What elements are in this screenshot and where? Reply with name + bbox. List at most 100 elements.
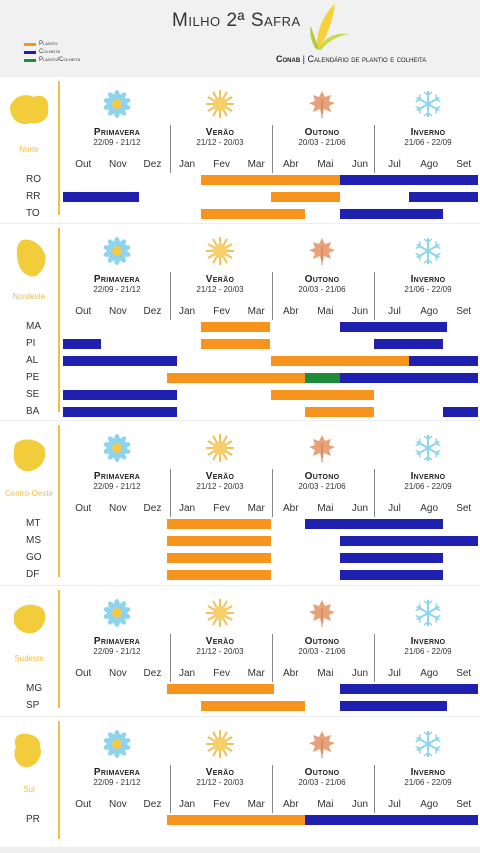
- season-header: Inverno 21/06 - 22/09: [378, 471, 478, 491]
- region-divider: [58, 425, 60, 577]
- month-label: Ago: [420, 306, 439, 317]
- season-separator: [272, 634, 273, 682]
- bar-plantio: [270, 356, 409, 366]
- season-name: Verão: [205, 471, 235, 482]
- season-dates: 21/12 - 20/03: [196, 285, 244, 294]
- header: Milho 2ª Safra Plantio Colheita Plantio/Co…: [0, 0, 480, 76]
- bar-plantio: [270, 390, 375, 400]
- snowflake-icon: [415, 435, 441, 461]
- corn-logo-icon: [310, 4, 349, 50]
- leaf-icon: [307, 236, 337, 271]
- season-name: Verão: [205, 636, 235, 647]
- month-label: Jun: [351, 159, 369, 170]
- season-header: Verão 21/12 - 20/03: [170, 636, 270, 656]
- month-label: Abr: [283, 503, 299, 514]
- bar-colheita: [408, 356, 478, 366]
- bar-colheita: [408, 192, 478, 202]
- season-dates: 22/09 - 21/12: [93, 778, 141, 787]
- bar-plantio: [166, 536, 271, 546]
- bar-colheita: [305, 519, 444, 529]
- month-label: Mar: [247, 503, 265, 514]
- state-label: MA: [26, 321, 41, 332]
- month-label: Nov: [108, 159, 127, 170]
- season-header: Outono 20/03 - 21/06: [272, 767, 372, 787]
- month-label: Jan: [178, 799, 196, 810]
- month-label: Nov: [108, 668, 127, 679]
- bar-plantio: [305, 407, 375, 417]
- sun-icon: [205, 89, 235, 124]
- month-label: Ago: [420, 668, 439, 679]
- bar-plantio: [166, 519, 271, 529]
- season-header: Verão 21/12 - 20/03: [170, 274, 270, 294]
- region-panel-sul: Sul Primavera 22/09 - 21/12 Verão 21/12 - 20…: [0, 717, 480, 851]
- month-label: Mai: [317, 668, 334, 679]
- leaf-icon: [309, 238, 335, 265]
- month-label: Dez: [143, 799, 162, 810]
- bar-plantio: [166, 815, 306, 825]
- source-label: Conab: [276, 54, 301, 64]
- month-label: Abr: [283, 799, 299, 810]
- snowflake-icon: [413, 598, 443, 633]
- region-map: [8, 433, 52, 482]
- flower-icon: [103, 237, 131, 265]
- snowflake-icon: [413, 729, 443, 764]
- snowflake-icon: [415, 238, 441, 264]
- region-divider: [58, 721, 60, 839]
- leaf-icon: [307, 729, 337, 764]
- legend: Plantio Colheita Plantio/Colheita: [24, 40, 80, 64]
- season-header: Verão 21/12 - 20/03: [170, 127, 270, 147]
- season-name: Inverno: [410, 127, 446, 138]
- month-label: Abr: [283, 668, 299, 679]
- season-name: Outono: [304, 127, 340, 138]
- leaf-icon: [307, 598, 337, 633]
- month-label: Jan: [178, 306, 196, 317]
- month-label: Jun: [351, 503, 369, 514]
- state-label: SP: [26, 700, 40, 711]
- legend-swatch: [24, 58, 36, 62]
- season-separator: [374, 272, 375, 320]
- season-dates: 21/06 - 22/09: [404, 647, 452, 656]
- season-name: Primavera: [93, 471, 141, 482]
- bar-plantio: [166, 553, 271, 563]
- season-name: Inverno: [410, 471, 446, 482]
- bar-colheita: [339, 553, 444, 563]
- month-label: Mai: [317, 159, 334, 170]
- season-name: Outono: [304, 274, 340, 285]
- state-label: BA: [26, 406, 40, 417]
- snowflake-icon: [413, 89, 443, 124]
- region-label: Centro-Oeste: [4, 489, 54, 498]
- month-label: Jan: [178, 159, 196, 170]
- season-separator: [272, 469, 273, 517]
- legend-item: Plantio/Colheita: [24, 56, 80, 64]
- season-name: Outono: [304, 471, 340, 482]
- region-map-icon: [14, 604, 46, 634]
- season-header: Primavera 22/09 - 21/12: [67, 274, 167, 294]
- month-label: Fev: [213, 799, 230, 810]
- region-divider: [58, 81, 60, 215]
- month-label: Set: [456, 668, 472, 679]
- bar-colheita: [443, 407, 478, 417]
- legend-label: Colheita: [39, 49, 61, 55]
- season-separator: [170, 765, 171, 813]
- sun-icon: [206, 237, 234, 265]
- season-dates: 20/03 - 21/06: [298, 285, 346, 294]
- legend-label: Plantio/Colheita: [39, 57, 81, 63]
- leaf-icon: [309, 600, 335, 627]
- bar-colheita: [63, 192, 140, 202]
- region-panel-norte: Norte Primavera 22/09 - 21/12 Verão 21/12 - …: [0, 77, 480, 227]
- bar-plantio: [201, 339, 271, 349]
- season-header: Outono 20/03 - 21/06: [272, 274, 372, 294]
- season-name: Verão: [205, 274, 235, 285]
- season-header: Inverno 21/06 - 22/09: [378, 636, 478, 656]
- legend-item: Colheita: [24, 48, 80, 56]
- season-separator: [374, 469, 375, 517]
- season-separator: [272, 272, 273, 320]
- season-name: Verão: [205, 767, 235, 778]
- season-header: Outono 20/03 - 21/06: [272, 636, 372, 656]
- page-title: Milho 2ª Safra: [172, 10, 301, 31]
- season-header: Inverno 21/06 - 22/09: [378, 274, 478, 294]
- flower-icon: [103, 730, 131, 758]
- season-dates: 21/06 - 22/09: [404, 778, 452, 787]
- flower-icon: [102, 236, 132, 271]
- month-label: Ago: [420, 503, 439, 514]
